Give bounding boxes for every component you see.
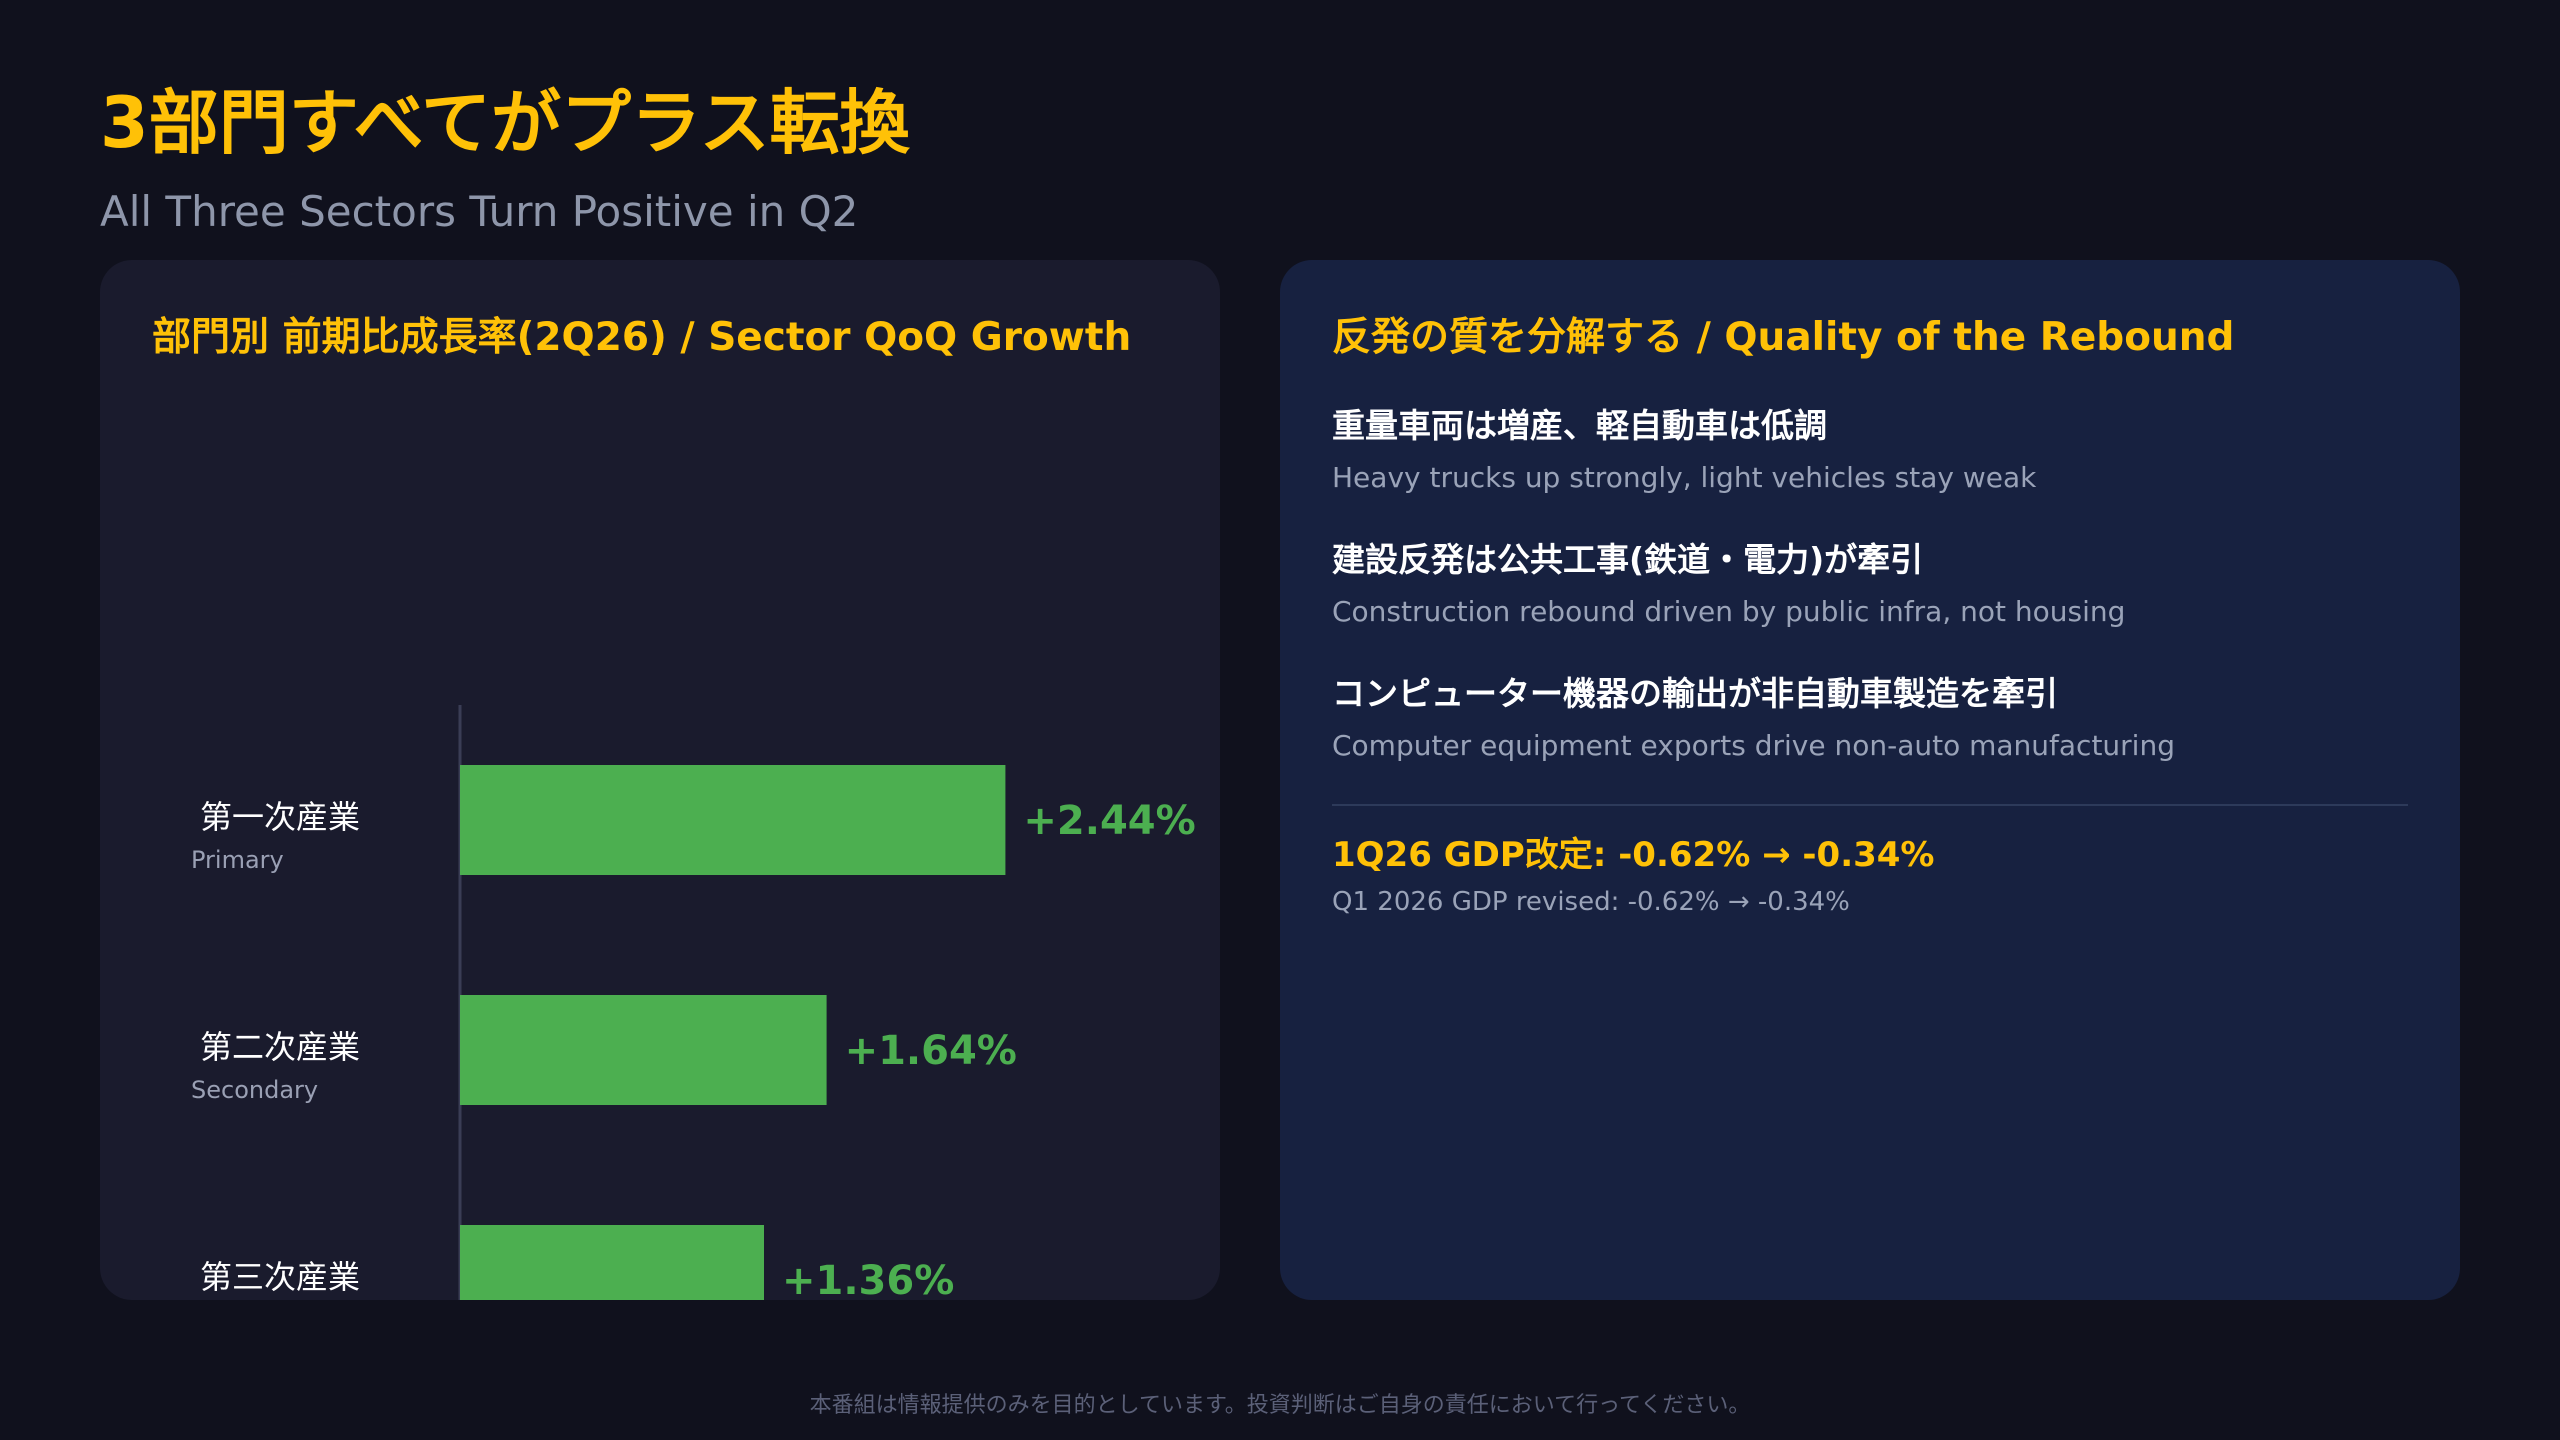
- rebound-point-heading: 重量車両は増産、軽自動車は低調: [1332, 406, 1827, 445]
- rebound-point-item: 重量車両は増産、軽自動車は低調 Heavy trucks up strongly…: [1332, 404, 2036, 498]
- bar-2: [460, 995, 827, 1105]
- bar-1: [460, 765, 1006, 875]
- data-label: +2.44%: [1023, 798, 1195, 844]
- category-label-en: Secondary: [191, 1076, 318, 1104]
- gdp-revision-note: 1Q26 GDP改定: -0.62% → -0.34% Q1 2026 GDP …: [1332, 832, 1935, 920]
- page-title: 3部門すべてがプラス転換: [100, 82, 910, 164]
- rebound-point-heading: 建設反発は公共工事(鉄道・電力)が牽引: [1332, 540, 1924, 579]
- data-label: +1.36%: [782, 1258, 954, 1300]
- rebound-point-item: 建設反発は公共工事(鉄道・電力)が牽引 Construction rebound…: [1332, 538, 2125, 632]
- page-subtitle: All Three Sectors Turn Positive in Q2: [100, 187, 859, 236]
- gdp-revision-detail: Q1 2026 GDP revised: -0.62% → -0.34%: [1332, 887, 1850, 917]
- panel-divider: [1332, 804, 2408, 806]
- sector-growth-panel: 部門別 前期比成長率(2Q26) / Sector QoQ Growth 第一次…: [100, 260, 1220, 1300]
- category-label: 第二次産業: [200, 1028, 360, 1066]
- data-label: +1.64%: [845, 1028, 1017, 1074]
- gdp-revision-heading: 1Q26 GDP改定: -0.62% → -0.34%: [1332, 835, 1935, 875]
- rebound-point-detail: Computer equipment exports drive non-aut…: [1332, 729, 2175, 762]
- rebound-point-detail: Heavy trucks up strongly, light vehicles…: [1332, 461, 2037, 494]
- rebound-quality-panel: 反発の質を分解する / Quality of the Rebound 重量車両は…: [1280, 260, 2460, 1300]
- rebound-point-detail: Construction rebound driven by public in…: [1332, 595, 2126, 628]
- rebound-point-heading: コンピューター機器の輸出が非自動車製造を牽引: [1332, 674, 2058, 713]
- category-label-en: Primary: [191, 846, 284, 874]
- chart-title: 部門別 前期比成長率(2Q26) / Sector QoQ Growth: [152, 315, 1132, 360]
- disclaimer-footer: 本番組は情報提供のみを目的としています。投資判断はご自身の責任において行ってくだ…: [809, 1393, 1751, 1418]
- category-label: 第一次産業: [200, 798, 360, 836]
- sector-growth-chart: 第一次産業 Primary +2.44% 第二次産業 Secondary +1.64% 第三…: [191, 705, 1196, 1300]
- category-label: 第三次産業: [200, 1258, 360, 1296]
- bar-3: [460, 1225, 764, 1300]
- rebound-point-item: コンピューター機器の輸出が非自動車製造を牽引 Computer equipmen…: [1332, 672, 2175, 766]
- rebound-panel-title: 反発の質を分解する / Quality of the Rebound: [1332, 315, 2235, 360]
